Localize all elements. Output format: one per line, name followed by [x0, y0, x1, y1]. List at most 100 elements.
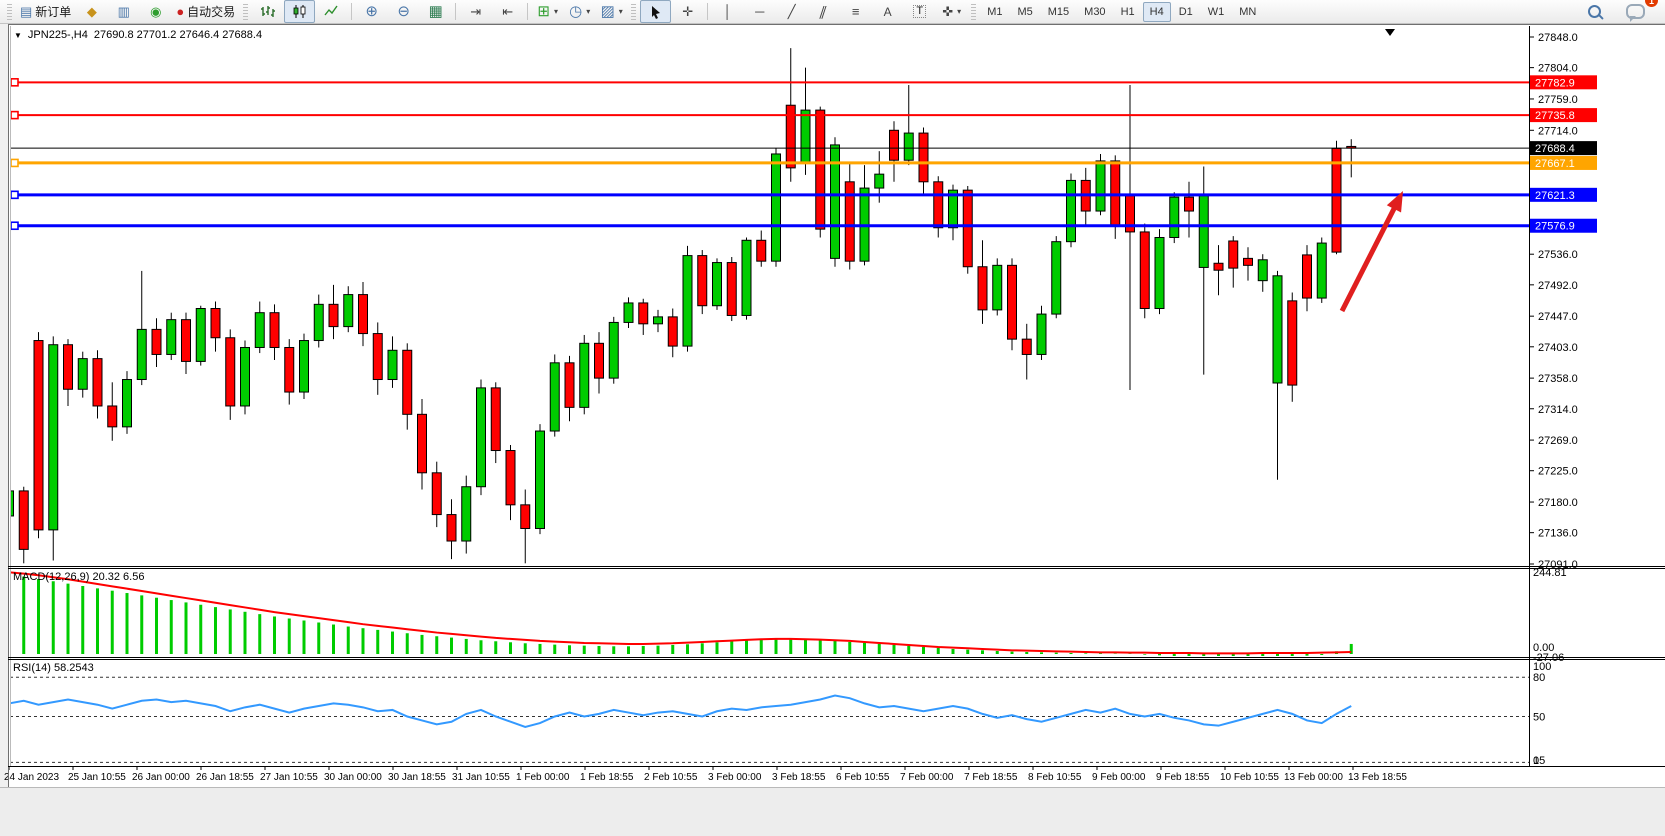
timeframe-button-M5[interactable]: M5 — [1017, 5, 1033, 18]
svg-text:27492.0: 27492.0 — [1538, 280, 1578, 292]
svg-text:1 Feb 00:00: 1 Feb 00:00 — [516, 772, 570, 783]
svg-text:0: 0 — [1533, 755, 1539, 767]
fibonacci-tool-button[interactable]: ≡ — [840, 0, 871, 23]
bar-chart-icon — [261, 6, 276, 17]
cursor-tool-button[interactable] — [640, 0, 672, 23]
tile-windows-button[interactable]: ▦ — [420, 0, 451, 23]
zoom-in-icon: ⊕ — [365, 3, 378, 20]
toolbar-separator — [351, 3, 353, 20]
toolbar-grip — [243, 3, 249, 20]
scroll-to-end-icon: ⇥ — [470, 4, 482, 19]
svg-text:9 Feb 00:00: 9 Feb 00:00 — [1092, 772, 1146, 783]
timeframe-button-M1[interactable]: M1 — [987, 5, 1003, 18]
toolbar-separator — [707, 3, 709, 20]
text-tool-button[interactable]: A — [872, 0, 903, 23]
bar-chart-button[interactable] — [252, 0, 283, 23]
window-bottom-strip — [0, 787, 1665, 836]
svg-text:27225.0: 27225.0 — [1538, 466, 1578, 478]
svg-text:30 Jan 00:00: 30 Jan 00:00 — [324, 772, 382, 783]
search-button[interactable] — [1579, 0, 1610, 23]
toolbar-grip — [7, 3, 12, 20]
svg-text:7 Feb 18:55: 7 Feb 18:55 — [964, 772, 1018, 783]
toolbar-grip — [971, 3, 977, 20]
svg-text:6 Feb 10:55: 6 Feb 10:55 — [836, 772, 890, 783]
vertical-line-icon: │ — [723, 4, 732, 19]
profile-chart-icon: ▥ — [117, 4, 130, 19]
horizontal-line-icon: ─ — [755, 4, 765, 19]
new-order-icon: ▤ — [20, 4, 33, 19]
main-toolbar: ▤ 新订单 ◆ ▥ ◉ ● 自动交易 ⊕ ⊖ ▦ — [0, 0, 1665, 24]
timeframe-button-H1[interactable]: H1 — [1120, 5, 1135, 18]
svg-text:27576.9: 27576.9 — [1535, 221, 1575, 233]
dropdown-caret-icon: ▾ — [957, 7, 962, 16]
svg-text:27403.0: 27403.0 — [1538, 342, 1578, 354]
svg-text:244.81: 244.81 — [1533, 567, 1567, 579]
chart-title: ▼ JPN225-,H4 27690.8 27701.2 27646.4 276… — [14, 29, 262, 41]
svg-text:27314.0: 27314.0 — [1538, 404, 1578, 416]
profile-button[interactable]: ▥ — [108, 0, 139, 23]
timeframe-group: M1 M5 M15 M30 H1 H4 D1 W1 MN — [980, 1, 1263, 22]
svg-text:100: 100 — [1533, 661, 1551, 673]
cursor-icon — [652, 5, 661, 19]
crosshair-icon: ✛ — [682, 4, 694, 19]
auto-trading-button[interactable]: ● 自动交易 — [176, 4, 236, 19]
zoom-out-button[interactable]: ⊖ — [388, 0, 419, 23]
channel-tool-button[interactable]: ∥ — [808, 0, 839, 23]
svg-text:13 Feb 00:00: 13 Feb 00:00 — [1284, 772, 1343, 783]
arrows-icon: ✜ — [942, 4, 954, 19]
line-chart-icon — [324, 5, 338, 16]
svg-text:27358.0: 27358.0 — [1538, 373, 1578, 385]
chart-shift-button[interactable]: ⇤ — [492, 0, 523, 23]
svg-text:2 Feb 10:55: 2 Feb 10:55 — [644, 772, 698, 783]
toolbar-separator — [527, 3, 529, 20]
svg-text:27759.0: 27759.0 — [1538, 94, 1578, 106]
candlestick-chart-button[interactable] — [284, 0, 316, 23]
svg-text:27714.0: 27714.0 — [1538, 125, 1578, 137]
crosshair-tool-button[interactable]: ✛ — [672, 0, 703, 23]
scroll-to-end-button[interactable]: ⇥ — [460, 0, 491, 23]
periods-button[interactable]: ◷ ▾ — [564, 0, 595, 23]
signals-button[interactable]: ◉ — [140, 0, 171, 23]
timeframe-button-W1[interactable]: W1 — [1207, 5, 1225, 18]
notification-badge: 1 — [1645, 0, 1658, 7]
templates-button[interactable]: ▨ ▾ — [596, 0, 627, 23]
new-order-button[interactable]: ▤ 新订单 — [20, 4, 72, 19]
chat-button[interactable]: 1 — [1620, 0, 1658, 23]
arrows-tool-button[interactable]: ✜ ▾ — [936, 0, 967, 23]
svg-text:27269.0: 27269.0 — [1538, 435, 1578, 447]
zoom-in-button[interactable]: ⊕ — [356, 0, 387, 23]
svg-text:9 Feb 18:55: 9 Feb 18:55 — [1156, 772, 1210, 783]
signal-broadcast-icon: ◉ — [150, 4, 162, 19]
line-chart-button[interactable] — [316, 0, 347, 23]
svg-text:3 Feb 18:55: 3 Feb 18:55 — [772, 772, 826, 783]
search-icon — [1588, 5, 1601, 18]
horizontal-line-tool-button[interactable]: ─ — [744, 0, 775, 23]
dropdown-caret-icon: ▾ — [553, 7, 558, 16]
chart-shift-icon: ⇤ — [502, 4, 514, 19]
channel-icon: ∥ — [818, 4, 830, 19]
timeframe-button-MN[interactable]: MN — [1239, 5, 1257, 18]
timeframe-button-M15[interactable]: M15 — [1047, 5, 1070, 18]
gold-seal-button[interactable]: ◆ — [76, 0, 107, 23]
svg-text:31 Jan 10:55: 31 Jan 10:55 — [452, 772, 510, 783]
text-label-tool-button[interactable]: T — [904, 0, 935, 23]
svg-text:27735.8: 27735.8 — [1535, 110, 1575, 122]
macd-indicator-label: MACD(12,26,9) 20.32 6.56 — [13, 571, 145, 583]
timeframe-button-H4[interactable]: H4 — [1142, 1, 1171, 22]
indicators-button[interactable]: ⊞ ▾ — [532, 0, 563, 23]
svg-text:27536.0: 27536.0 — [1538, 249, 1578, 261]
chevron-down-icon[interactable]: ▼ — [14, 30, 22, 40]
svg-text:27688.4: 27688.4 — [1535, 143, 1575, 155]
dropdown-caret-icon: ▾ — [586, 7, 591, 16]
toolbar-separator — [455, 3, 457, 20]
template-icon: ▨ — [600, 3, 615, 20]
svg-text:26 Jan 00:00: 26 Jan 00:00 — [132, 772, 190, 783]
timeframe-button-D1[interactable]: D1 — [1178, 5, 1193, 18]
timeframe-button-M30[interactable]: M30 — [1084, 5, 1106, 18]
svg-text:27804.0: 27804.0 — [1538, 63, 1578, 75]
trendline-tool-button[interactable]: ╱ — [776, 0, 807, 23]
vertical-line-tool-button[interactable]: │ — [712, 0, 743, 23]
svg-text:27136.0: 27136.0 — [1538, 528, 1578, 540]
svg-text:80: 80 — [1533, 672, 1545, 684]
